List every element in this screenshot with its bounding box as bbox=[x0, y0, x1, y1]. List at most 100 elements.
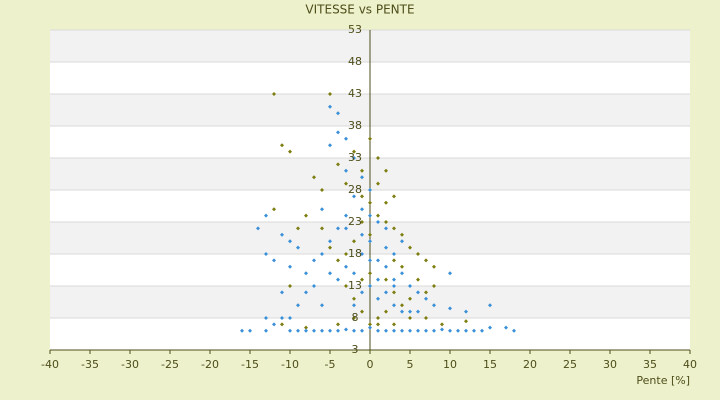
x-tick-label: 15 bbox=[483, 358, 497, 371]
scatter-point bbox=[304, 290, 308, 295]
scatter-point bbox=[376, 322, 380, 327]
scatter-point bbox=[392, 284, 396, 288]
scatter-point bbox=[336, 226, 340, 231]
scatter-point bbox=[328, 239, 332, 244]
scatter-point bbox=[408, 245, 412, 250]
y-tick-label: 28 bbox=[348, 183, 362, 196]
scatter-point bbox=[352, 194, 356, 199]
scatter-point bbox=[320, 207, 324, 212]
scatter-point bbox=[320, 226, 324, 231]
scatter-point bbox=[416, 309, 420, 314]
y-tick-label: 8 bbox=[352, 311, 359, 324]
scatter-point bbox=[344, 252, 348, 256]
scatter-point bbox=[392, 328, 396, 333]
scatter-point bbox=[392, 258, 396, 263]
scatter-point bbox=[384, 245, 388, 250]
scatter-point bbox=[512, 328, 516, 333]
scatter-point bbox=[360, 220, 364, 224]
scatter-point bbox=[400, 271, 404, 276]
scatter-point bbox=[312, 328, 316, 333]
scatter-point bbox=[392, 194, 396, 199]
scatter-point bbox=[392, 303, 396, 308]
x-tick-label: 40 bbox=[683, 358, 697, 371]
x-tick-label: 30 bbox=[603, 358, 617, 371]
chart-title: VITESSE vs PENTE bbox=[305, 3, 414, 17]
scatter-point bbox=[384, 264, 388, 269]
x-tick-label: -30 bbox=[121, 358, 139, 371]
y-tick-label: 38 bbox=[348, 119, 362, 132]
scatter-point bbox=[424, 296, 428, 301]
scatter-point bbox=[328, 271, 332, 276]
scatter-point bbox=[440, 327, 444, 332]
scatter-point bbox=[464, 309, 468, 314]
x-axis-label: Pente [%] bbox=[636, 374, 690, 387]
scatter-point bbox=[376, 296, 380, 301]
scatter-point bbox=[368, 258, 372, 263]
scatter-point bbox=[264, 328, 268, 333]
scatter-point bbox=[352, 239, 356, 244]
scatter-point bbox=[360, 252, 364, 256]
scatter-point bbox=[368, 322, 372, 327]
scatter-point bbox=[416, 290, 420, 295]
y-tick-label: 23 bbox=[348, 215, 362, 228]
scatter-point bbox=[304, 213, 308, 218]
scatter-point bbox=[360, 168, 364, 173]
scatter-point bbox=[312, 284, 316, 288]
scatter-point bbox=[376, 220, 380, 224]
scatter-point bbox=[376, 258, 380, 263]
scatter-point bbox=[448, 306, 452, 311]
scatter-point bbox=[336, 162, 340, 167]
scatter-point bbox=[352, 149, 356, 154]
scatter-point bbox=[440, 322, 444, 327]
scatter-point bbox=[272, 258, 276, 263]
scatter-point bbox=[448, 328, 452, 333]
scatter-point bbox=[376, 277, 380, 282]
scatter-point bbox=[480, 328, 484, 333]
scatter-point bbox=[280, 232, 284, 237]
x-tick-label: -25 bbox=[161, 358, 179, 371]
scatter-point bbox=[368, 284, 372, 288]
scatter-point bbox=[344, 264, 348, 269]
scatter-point bbox=[272, 322, 276, 327]
scatter-point bbox=[336, 111, 340, 116]
scatter-point bbox=[408, 316, 412, 320]
scatter-point bbox=[384, 220, 388, 224]
scatter-point bbox=[384, 168, 388, 173]
scatter-point bbox=[320, 328, 324, 333]
scatter-point bbox=[352, 316, 356, 320]
scatter-point bbox=[248, 328, 252, 333]
scatter-point bbox=[448, 271, 452, 276]
scatter-point bbox=[288, 239, 292, 244]
scatter-point bbox=[400, 303, 404, 308]
scatter-point bbox=[424, 290, 428, 295]
scatter-point bbox=[312, 175, 316, 180]
scatter-point bbox=[432, 284, 436, 288]
scatter-point bbox=[384, 328, 388, 333]
scatter-point bbox=[392, 226, 396, 231]
scatter-point bbox=[408, 328, 412, 333]
x-tick-label: 10 bbox=[443, 358, 457, 371]
scatter-point bbox=[368, 325, 372, 330]
scatter-point bbox=[264, 213, 268, 218]
scatter-point bbox=[288, 284, 292, 288]
scatter-point bbox=[400, 239, 404, 244]
scatter-point bbox=[400, 232, 404, 237]
scatter-point bbox=[288, 149, 292, 154]
scatter-point bbox=[368, 271, 372, 276]
y-tick-label: 3 bbox=[352, 343, 359, 356]
scatter-point bbox=[344, 226, 348, 231]
scatter-point bbox=[408, 284, 412, 288]
scatter-point bbox=[336, 130, 340, 135]
scatter-point bbox=[288, 328, 292, 333]
scatter-point bbox=[384, 226, 388, 231]
x-tick-label: -35 bbox=[81, 358, 99, 371]
x-tick-label: -20 bbox=[201, 358, 219, 371]
y-tick-label: 43 bbox=[348, 87, 362, 100]
scatter-point bbox=[352, 156, 356, 160]
scatter-point bbox=[456, 328, 460, 333]
scatter-point bbox=[352, 303, 356, 308]
scatter-point bbox=[296, 245, 300, 250]
scatter-point bbox=[344, 181, 348, 186]
scatter-point bbox=[384, 277, 388, 282]
scatter-point bbox=[320, 303, 324, 308]
